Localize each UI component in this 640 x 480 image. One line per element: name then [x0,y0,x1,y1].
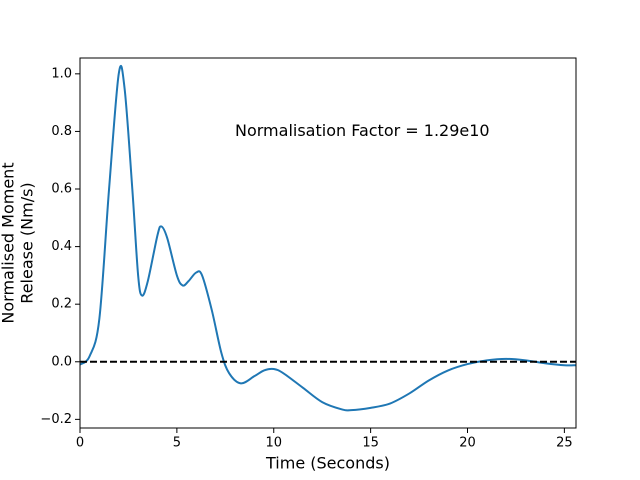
y-axis-label: Release (Nm/s) [18,182,37,303]
data-line [80,64,576,412]
y-tick-label: 1.0 [51,66,72,81]
annotation: Normalisation Factor = 1.29e10 [235,121,490,140]
y-tick-label: 0.8 [51,124,72,139]
plot-frame [79,57,577,429]
x-tick-label: 15 [362,436,379,451]
x-axis-label: Time (Seconds) [265,454,390,473]
y-tick-label: −0.2 [40,412,72,427]
y-tick-label: 0.4 [51,239,72,254]
x-tick-label: 20 [459,436,476,451]
y-tick-label: 0.0 [51,354,72,369]
y-tick-label: 0.2 [51,297,72,312]
y-axis-label: Normalised Moment [0,162,18,323]
x-tick-label: 5 [173,436,181,451]
x-tick-label: 0 [76,436,84,451]
y-tick-label: 0.6 [51,182,72,197]
x-tick-label: 25 [556,436,573,451]
x-tick-label: 10 [265,436,282,451]
